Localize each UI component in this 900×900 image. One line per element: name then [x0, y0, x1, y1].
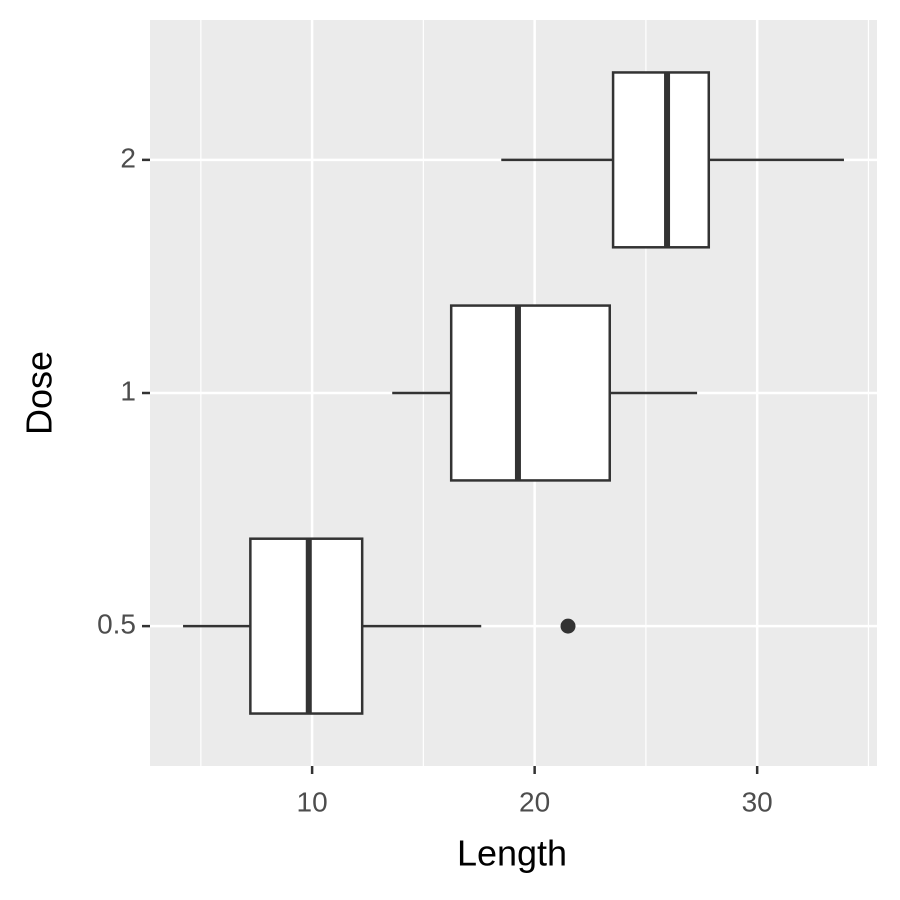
box — [449, 304, 611, 482]
y-tick-label: 0.5 — [97, 609, 136, 640]
outlier — [560, 618, 576, 634]
x-tick-label: 20 — [519, 786, 550, 817]
x-axis-title: Length — [457, 833, 567, 874]
y-tick-label: 2 — [120, 142, 136, 173]
box — [611, 71, 711, 249]
x-tick-label: 10 — [297, 786, 328, 817]
y-tick-label: 1 — [120, 375, 136, 406]
y-axis-title: Dose — [19, 351, 60, 435]
x-tick-label: 30 — [742, 786, 773, 817]
